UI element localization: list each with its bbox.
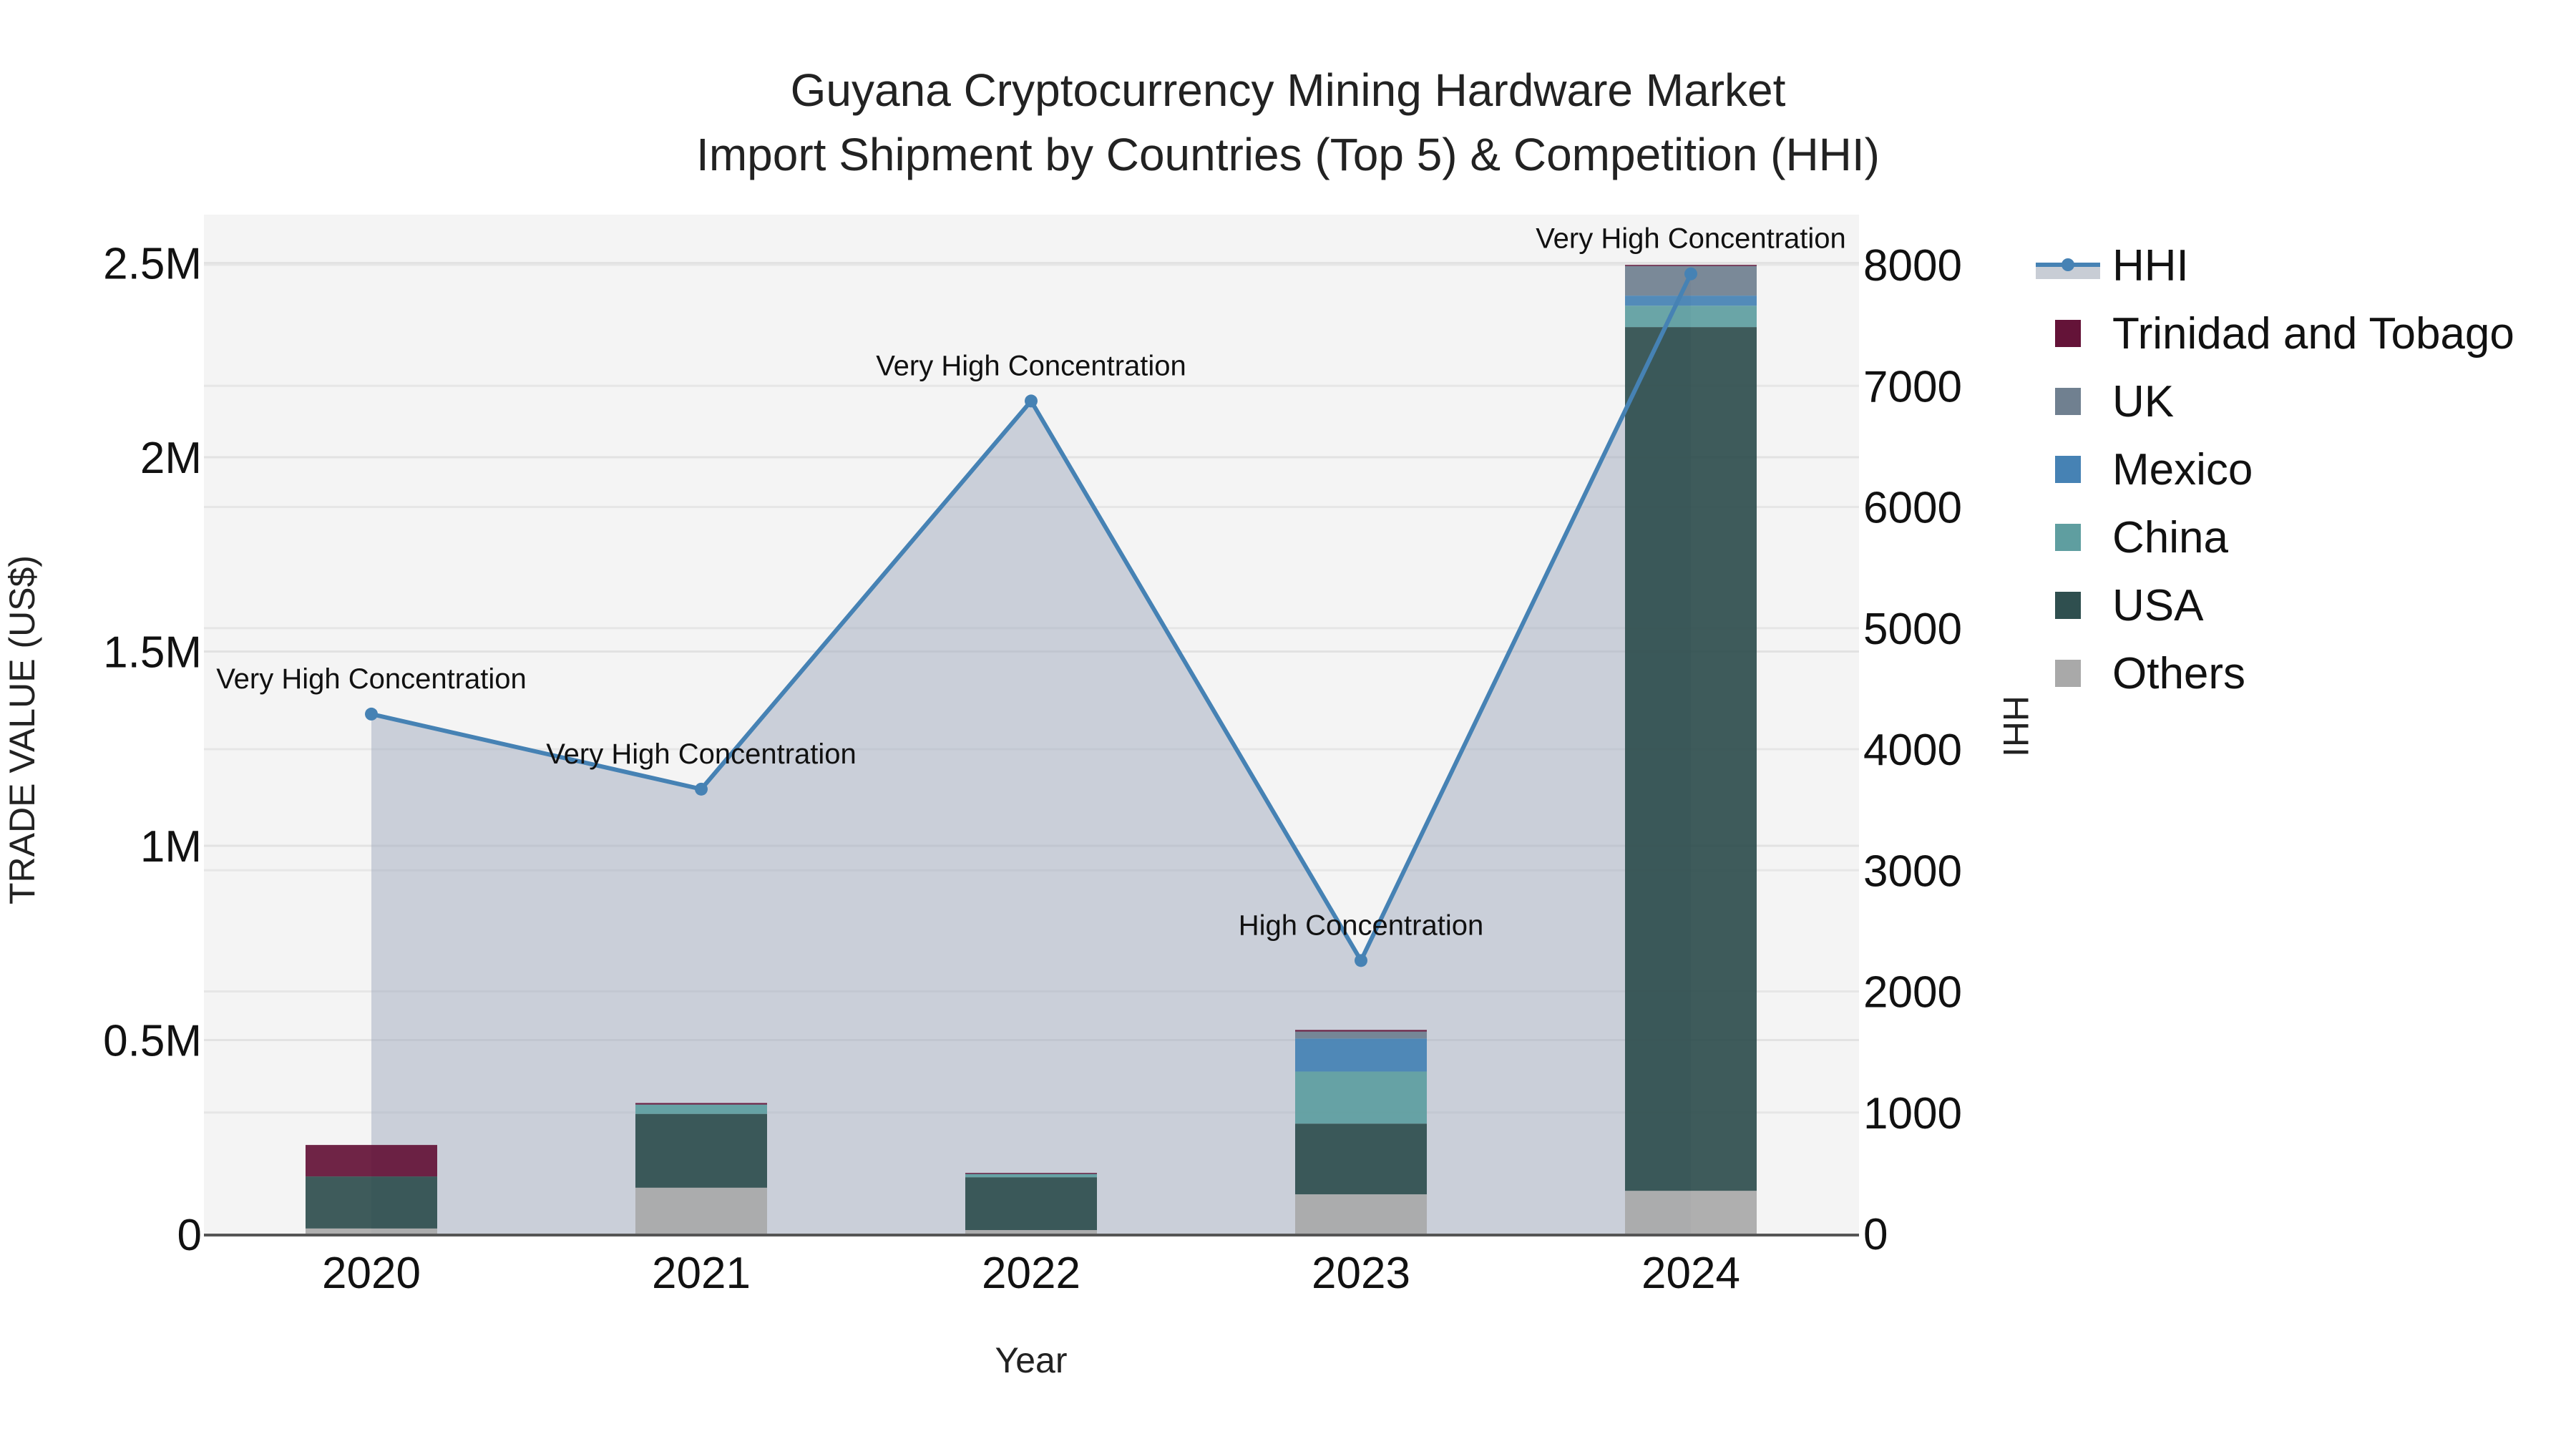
bar-segment-mexico[interactable] [1625,296,1757,306]
bar-segment-uk[interactable] [1295,1031,1427,1039]
hhi-annotation: Very High Concentration [216,663,527,695]
legend-swatch-icon [2055,660,2081,687]
legend-marker-icon [2062,258,2074,271]
bar-segment-china[interactable] [965,1174,1097,1178]
bar-segment-others[interactable] [965,1230,1097,1234]
legend-swatch-icon [2055,592,2081,619]
y2-axis-ticks: 0 1000 2000 3000 4000 5000 6000 7000 8000 [1863,241,1962,1259]
legend-item-china[interactable]: China [2055,513,2229,562]
legend-swatch-icon [2055,388,2081,415]
bar-segment-usa[interactable] [965,1177,1097,1231]
bars [306,265,1757,1234]
legend-swatch-icon [2055,320,2081,347]
x-axis-title: Year [995,1340,1067,1380]
legend-item-hhi[interactable]: HHI [2036,241,2189,291]
bar-segment-trinidad-and-tobago[interactable] [306,1145,437,1177]
hhi-area-fill [371,273,1691,1235]
y2-tick-label: 6000 [1863,484,1962,533]
legend-item-usa[interactable]: USA [2055,581,2204,630]
y-tick-label: 2.5M [103,240,202,289]
hhi-annotations: Very High Concentration Very High Concent… [216,223,1846,942]
legend-item-mexico[interactable]: Mexico [2055,445,2253,494]
y-tick-label: 1M [140,822,202,872]
legend-item-others[interactable]: Others [2055,649,2245,698]
y-tick-label: 0.5M [103,1017,202,1066]
x-tick-label: 2024 [1641,1249,1740,1298]
legend-area-swatch [2036,265,2100,279]
bar-segment-usa[interactable] [1625,327,1757,1191]
bar-segment-trinidad-and-tobago[interactable] [635,1103,767,1105]
hhi-marker[interactable] [1684,267,1697,280]
y-axis-title: TRADE VALUE (US$) [2,555,42,904]
legend-swatch-icon [2055,456,2081,483]
y2-tick-label: 5000 [1863,605,1962,654]
legend-label: USA [2112,581,2204,630]
hhi-line [365,267,1697,967]
legend-label: Others [2112,649,2245,698]
bar-segment-china[interactable] [1295,1071,1427,1124]
hhi-area [371,273,1691,1235]
legend-item-uk[interactable]: UK [2055,377,2174,426]
bar-segment-usa[interactable] [306,1176,437,1229]
x-tick-label: 2020 [322,1249,421,1298]
bar-segment-usa[interactable] [635,1113,767,1188]
hhi-marker[interactable] [365,707,378,721]
bar-segment-others[interactable] [306,1228,437,1234]
legend-label: UK [2112,377,2174,426]
bar-segment-trinidad-and-tobago[interactable] [1625,265,1757,266]
bar-segment-trinidad-and-tobago[interactable] [1295,1030,1427,1032]
legend-label: HHI [2112,241,2189,291]
x-tick-label: 2022 [982,1249,1080,1298]
bar-segment-others[interactable] [1295,1194,1427,1234]
bar-segment-usa[interactable] [1295,1123,1427,1195]
y-tick-label: 2M [140,434,202,483]
y2-tick-label: 3000 [1863,847,1962,896]
y2-tick-label: 2000 [1863,968,1962,1018]
hhi-marker[interactable] [1025,394,1038,408]
y2-axis-title: HHI [1996,696,2036,757]
y-axis-ticks: 0 0.5M 1M 1.5M 2M 2.5M [103,240,202,1261]
legend-label: Trinidad and Tobago [2112,309,2514,358]
legend: HHI Trinidad and Tobago UK Mexico China USA Ot… [2036,241,2514,698]
x-tick-label: 2021 [652,1249,751,1298]
y2-tick-label: 1000 [1863,1089,1962,1138]
y-tick-label: 0 [177,1211,202,1260]
legend-label: Mexico [2112,445,2253,494]
hhi-annotation: Very High Concentration [876,350,1186,381]
hhi-marker[interactable] [695,782,708,796]
hhi-annotation: High Concentration [1239,909,1483,941]
x-tick-label: 2023 [1312,1249,1410,1298]
bar-segment-others[interactable] [1625,1191,1757,1234]
bar-segment-trinidad-and-tobago[interactable] [965,1173,1097,1174]
bar-segment-china[interactable] [635,1104,767,1114]
bar-segment-china[interactable] [1625,306,1757,328]
legend-label: China [2112,513,2229,562]
chart-title: Guyana Cryptocurrency Mining Hardware Ma… [791,64,1786,116]
bar-segment-others[interactable] [635,1187,767,1234]
chart-subtitle: Import Shipment by Countries (Top 5) & C… [696,129,1880,180]
legend-item-trinidad-and-tobago[interactable]: Trinidad and Tobago [2055,309,2514,358]
x-axis-ticks: 2020 2021 2022 2023 2024 [322,1249,1740,1298]
legend-swatch-icon [2055,524,2081,551]
y-tick-label: 1.5M [103,628,202,678]
y2-tick-label: 4000 [1863,726,1962,775]
y2-tick-label: 0 [1863,1210,1888,1259]
y2-tick-label: 8000 [1863,241,1962,291]
hhi-annotation: Very High Concentration [546,738,857,770]
hhi-marker[interactable] [1355,954,1367,967]
y2-tick-label: 7000 [1863,362,1962,411]
hhi-annotation: Very High Concentration [1536,223,1846,255]
bar-segment-mexico[interactable] [1295,1038,1427,1072]
